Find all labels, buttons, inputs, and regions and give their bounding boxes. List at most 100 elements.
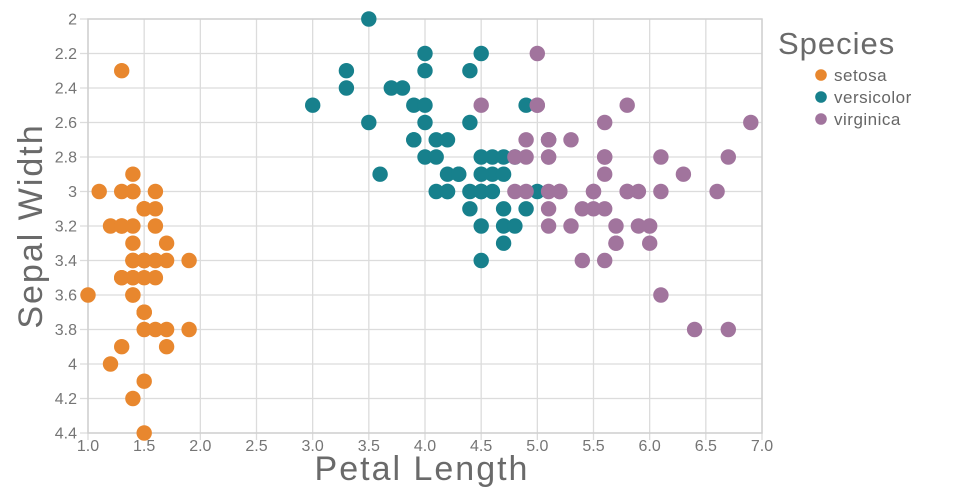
x-tick-label: 4.0 — [414, 438, 436, 455]
y-tick-label: 2.2 — [55, 46, 77, 63]
point-setosa — [158, 321, 175, 338]
point-virginica — [597, 166, 613, 182]
point-versicolor — [495, 166, 512, 182]
point-setosa — [136, 321, 152, 338]
point-virginica — [709, 183, 725, 200]
y-tick-label: 3.2 — [55, 219, 77, 236]
plot-border — [87, 18, 763, 434]
point-setosa — [114, 218, 130, 234]
point-versicolor — [406, 97, 422, 113]
legend-label-virginica: virginica — [834, 110, 901, 129]
y-axis-title: Sepal Width — [12, 123, 50, 328]
y-tick-label: 3.4 — [55, 253, 77, 270]
point-versicolor — [473, 149, 489, 165]
legend-item-virginica[interactable]: virginica — [815, 110, 901, 129]
point-virginica — [743, 114, 759, 131]
legend-item-setosa[interactable]: setosa — [815, 66, 887, 85]
x-axis-title: Petal Length — [315, 450, 530, 488]
point-versicolor — [484, 149, 501, 165]
point-virginica — [540, 201, 557, 217]
point-versicolor — [473, 183, 489, 200]
point-versicolor — [417, 45, 433, 62]
x-tick-label: 5.0 — [526, 438, 548, 455]
point-virginica — [608, 218, 624, 234]
legend-swatch-versicolor-icon — [815, 91, 827, 103]
point-setosa — [125, 235, 141, 251]
point-setosa — [158, 235, 175, 251]
point-virginica — [642, 235, 658, 251]
point-setosa — [136, 252, 152, 269]
x-tick-label: 2.0 — [189, 438, 211, 455]
point-versicolor — [473, 252, 489, 269]
y-tick-label: 3.6 — [55, 288, 77, 305]
point-versicolor — [439, 166, 456, 182]
point-versicolor — [462, 114, 478, 131]
point-setosa — [147, 218, 164, 234]
point-versicolor — [473, 218, 489, 234]
point-virginica — [720, 321, 736, 338]
point-setosa — [181, 321, 197, 338]
point-versicolor — [361, 11, 377, 27]
y-tick-label: 2.4 — [55, 81, 77, 98]
point-versicolor — [473, 45, 489, 62]
point-virginica — [518, 132, 534, 148]
point-versicolor — [439, 183, 456, 200]
x-tick-label: 5.5 — [582, 438, 604, 455]
y-tick-label: 2 — [68, 12, 77, 29]
x-tick-label: 1.5 — [133, 438, 155, 455]
point-virginica — [686, 321, 703, 338]
point-versicolor — [462, 62, 478, 79]
point-versicolor — [417, 62, 433, 79]
point-setosa — [80, 287, 96, 303]
point-setosa — [158, 252, 175, 269]
x-tick-label: 3.0 — [302, 438, 324, 455]
point-virginica — [518, 183, 534, 200]
legend-title: Species — [778, 26, 895, 61]
point-versicolor — [338, 62, 355, 79]
x-tick-label: 4.5 — [470, 438, 492, 455]
series-virginica — [473, 45, 759, 338]
point-setosa — [125, 166, 141, 182]
point-virginica — [597, 201, 613, 217]
point-versicolor — [484, 183, 501, 200]
point-versicolor — [507, 218, 523, 234]
point-virginica — [597, 114, 613, 131]
point-virginica — [630, 218, 647, 234]
legend-item-versicolor[interactable]: versicolor — [815, 88, 912, 107]
point-versicolor — [417, 114, 433, 131]
point-setosa — [147, 270, 164, 286]
point-virginica — [540, 149, 557, 165]
point-virginica — [507, 183, 523, 200]
point-virginica — [619, 183, 635, 200]
legend-swatch-virginica-icon — [815, 113, 827, 125]
point-setosa — [102, 218, 119, 234]
point-setosa — [147, 183, 164, 200]
point-versicolor — [484, 166, 501, 182]
point-virginica — [540, 183, 557, 200]
point-virginica — [529, 97, 545, 113]
point-virginica — [619, 97, 635, 113]
point-virginica — [552, 183, 568, 200]
point-setosa — [125, 218, 141, 234]
x-tick-label: 6.5 — [695, 438, 717, 455]
y-tick-label: 4.4 — [55, 426, 77, 443]
point-versicolor — [518, 201, 534, 217]
point-versicolor — [462, 183, 478, 200]
x-tick-label: 3.5 — [358, 438, 380, 455]
point-setosa — [91, 183, 107, 200]
point-setosa — [114, 339, 130, 355]
point-versicolor — [305, 97, 321, 113]
point-setosa — [136, 373, 152, 389]
point-versicolor — [417, 149, 433, 165]
y-tick-label: 4 — [68, 357, 77, 374]
point-virginica — [563, 132, 579, 148]
point-virginica — [597, 149, 613, 165]
legend-label-versicolor: versicolor — [834, 88, 912, 107]
point-setosa — [147, 201, 164, 217]
point-versicolor — [383, 80, 399, 96]
point-virginica — [540, 218, 557, 234]
point-virginica — [585, 201, 602, 217]
point-setosa — [125, 252, 141, 269]
point-versicolor — [473, 166, 489, 182]
